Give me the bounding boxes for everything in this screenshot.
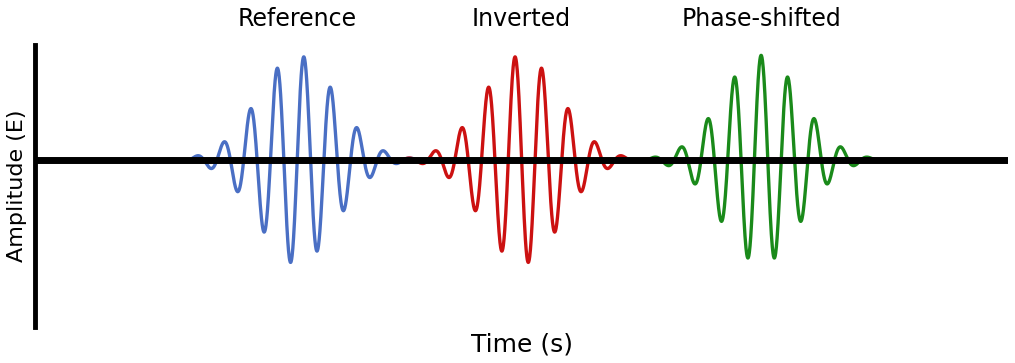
- Text: Reference: Reference: [238, 7, 356, 31]
- Text: Phase-shifted: Phase-shifted: [681, 7, 841, 31]
- Text: Inverted: Inverted: [472, 7, 571, 31]
- X-axis label: Time (s): Time (s): [471, 332, 572, 356]
- Y-axis label: Amplitude (E): Amplitude (E): [7, 110, 27, 262]
